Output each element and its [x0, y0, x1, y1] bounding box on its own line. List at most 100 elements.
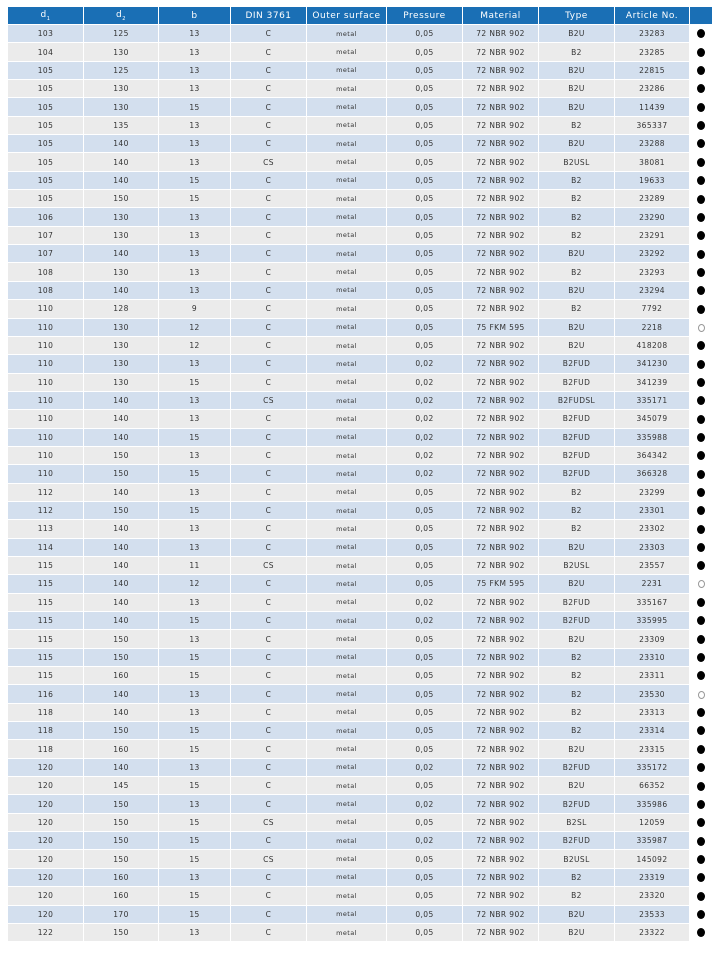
cell-outer-surface: metal — [307, 98, 386, 116]
cell-outer-surface: metal — [307, 428, 386, 446]
cell-availability — [690, 850, 712, 868]
cell-d1: 120 — [8, 868, 83, 887]
cell-d1: 120 — [8, 813, 83, 832]
cell-d2: 150 — [84, 923, 158, 942]
cell-b: 13 — [159, 43, 230, 61]
cell-article-no: 23557 — [615, 556, 689, 575]
header-outer-surface: Outer surface — [307, 7, 386, 24]
cell-d1: 105 — [8, 98, 83, 116]
cell-material: 72 NBR 902 — [463, 300, 538, 318]
cell-outer-surface: metal — [307, 887, 386, 905]
cell-b: 13 — [159, 593, 230, 611]
cell-pressure: 0,05 — [387, 868, 462, 887]
filled-circle-icon — [697, 396, 705, 406]
header-subscript: 2 — [122, 15, 126, 22]
cell-outer-surface: metal — [307, 153, 386, 171]
cell-type: B2 — [539, 703, 614, 722]
cell-d2: 150 — [84, 465, 158, 483]
filled-circle-icon — [697, 726, 705, 736]
cell-material: 72 NBR 902 — [463, 25, 538, 43]
cell-d1: 115 — [8, 612, 83, 630]
cell-b: 13 — [159, 868, 230, 887]
header-label: Material — [480, 10, 521, 21]
filled-circle-icon — [697, 781, 705, 791]
cell-d2: 140 — [84, 428, 158, 446]
header-label: Outer surface — [312, 10, 381, 21]
cell-d1: 118 — [8, 703, 83, 722]
cell-d2: 125 — [84, 25, 158, 43]
cell-article-no: 23283 — [615, 25, 689, 43]
cell-din-3761: CS — [231, 391, 306, 410]
cell-d2: 150 — [84, 795, 158, 813]
cell-material: 75 FKM 595 — [463, 575, 538, 593]
table-row: 115 140 11 CS metal 0,05 72 NBR 902 B2USL 23557 — [8, 556, 712, 575]
cell-d2: 140 — [84, 135, 158, 153]
cell-d2: 140 — [84, 538, 158, 556]
cell-material: 72 NBR 902 — [463, 465, 538, 483]
cell-material: 72 NBR 902 — [463, 703, 538, 722]
cell-type: B2 — [539, 208, 614, 226]
cell-availability — [690, 25, 712, 43]
cell-material: 72 NBR 902 — [463, 245, 538, 263]
cell-d2: 145 — [84, 777, 158, 795]
cell-pressure: 0,02 — [387, 612, 462, 630]
cell-d1: 110 — [8, 373, 83, 391]
cell-b: 15 — [159, 832, 230, 850]
cell-d1: 110 — [8, 318, 83, 336]
filled-circle-icon — [697, 84, 705, 94]
cell-d2: 150 — [84, 190, 158, 208]
header-label: d — [40, 9, 47, 20]
cell-article-no: 11439 — [615, 98, 689, 116]
cell-d1: 120 — [8, 777, 83, 795]
cell-b: 11 — [159, 556, 230, 575]
cell-d2: 140 — [84, 483, 158, 501]
cell-availability — [690, 556, 712, 575]
filled-circle-icon — [697, 891, 705, 901]
cell-availability — [690, 465, 712, 483]
cell-b: 15 — [159, 465, 230, 483]
cell-material: 72 NBR 902 — [463, 740, 538, 758]
cell-d1: 120 — [8, 850, 83, 868]
cell-din-3761: C — [231, 428, 306, 446]
cell-availability — [690, 630, 712, 648]
cell-type: B2 — [539, 887, 614, 905]
cell-outer-surface: metal — [307, 556, 386, 575]
cell-availability — [690, 520, 712, 538]
cell-b: 15 — [159, 501, 230, 520]
open-circle-icon — [697, 580, 705, 589]
cell-d1: 110 — [8, 465, 83, 483]
cell-type: B2FUD — [539, 832, 614, 850]
cell-b: 15 — [159, 612, 230, 630]
cell-availability — [690, 208, 712, 226]
cell-pressure: 0,02 — [387, 428, 462, 446]
cell-availability — [690, 685, 712, 703]
cell-din-3761: C — [231, 832, 306, 850]
cell-availability — [690, 868, 712, 887]
cell-material: 72 NBR 902 — [463, 923, 538, 942]
filled-circle-icon — [697, 671, 705, 681]
cell-availability — [690, 410, 712, 428]
cell-availability — [690, 43, 712, 61]
cell-din-3761: C — [231, 208, 306, 226]
cell-outer-surface: metal — [307, 667, 386, 685]
cell-pressure: 0,05 — [387, 98, 462, 116]
cell-d1: 115 — [8, 648, 83, 667]
cell-b: 15 — [159, 887, 230, 905]
cell-b: 13 — [159, 245, 230, 263]
cell-type: B2U — [539, 575, 614, 593]
cell-article-no: 23292 — [615, 245, 689, 263]
filled-circle-icon — [697, 506, 705, 516]
cell-din-3761: C — [231, 905, 306, 923]
cell-b: 13 — [159, 483, 230, 501]
cell-d2: 140 — [84, 520, 158, 538]
cell-article-no: 23293 — [615, 263, 689, 281]
cell-article-no: 23319 — [615, 868, 689, 887]
cell-article-no: 23299 — [615, 483, 689, 501]
cell-b: 13 — [159, 153, 230, 171]
